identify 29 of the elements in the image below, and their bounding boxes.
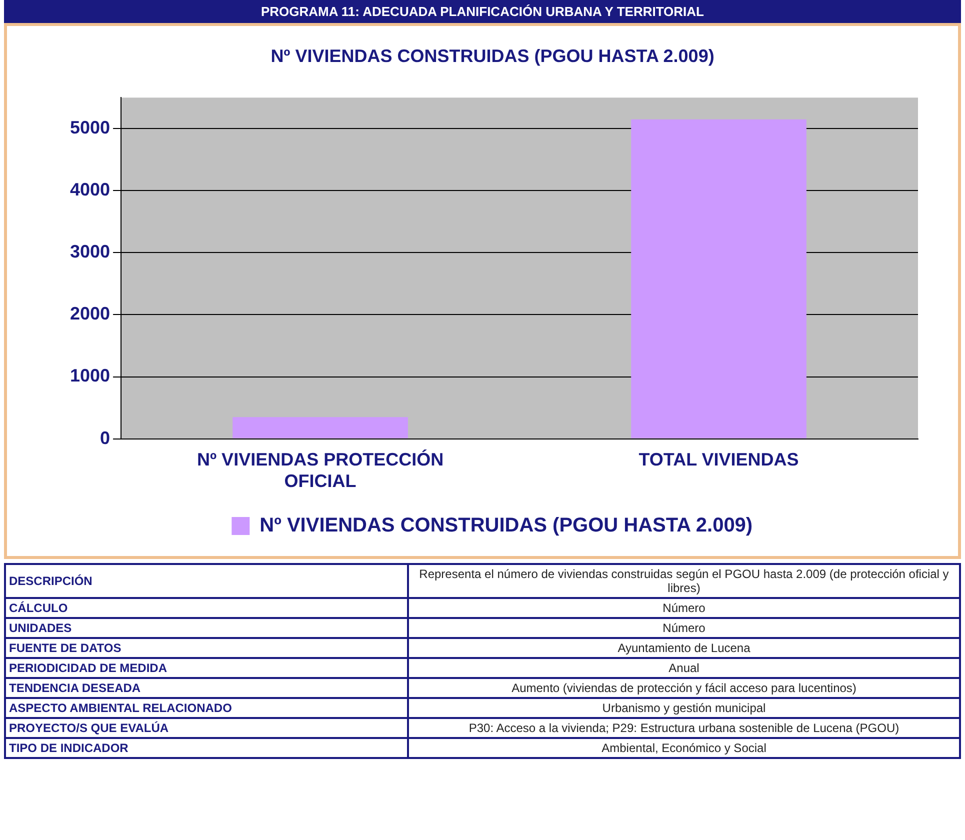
y-tick-label: 5000	[70, 118, 110, 138]
text: Número	[408, 598, 960, 618]
text: Representa el número de viviendas construidas según el PGOU hasta 2.009 (de protección oficial y libres)	[408, 564, 960, 598]
y-tick-label: 1000	[70, 366, 110, 386]
text: Aumento (viviendas de protección y fácil acceso para lucentinos)	[408, 678, 960, 698]
text: Ayuntamiento de Lucena	[408, 638, 960, 658]
text: DESCRIPCIÓN	[5, 564, 408, 598]
chart-subtitle: Nº VIVIENDAS CONSTRUIDAS (PGOU HASTA 2.009)	[270, 46, 714, 66]
x-tick-label: Nº VIVIENDAS PROTECCIÓN OFICIAL	[196, 450, 444, 492]
text: Anual	[408, 658, 960, 678]
y-tick-label: 2000	[70, 304, 110, 324]
text: TENDENCIA DESEADA	[5, 678, 408, 698]
text: TIPO DE INDICADOR	[5, 738, 408, 758]
y-tick-label: 4000	[70, 180, 110, 200]
x-tick-label: TOTAL VIVIENDAS	[638, 450, 799, 470]
text: PERIODICIDAD DE MEDIDA	[5, 658, 408, 678]
text: UNIDADES	[5, 618, 408, 638]
text: Número	[408, 618, 960, 638]
text: P30: Acceso a la vivienda; P29: Estructura urbana sostenible de Lucena (PGOU)	[408, 718, 960, 738]
legend-label: Nº VIVIENDAS CONSTRUIDAS (PGOU HASTA 2.009)	[260, 514, 753, 537]
y-tick-label: 3000	[70, 242, 110, 262]
text: CÁLCULO	[5, 598, 408, 618]
text: PROYECTO/S QUE EVALÚA	[5, 718, 408, 738]
text: Urbanismo y gestión municipal	[408, 698, 960, 718]
y-tick-label: 0	[100, 428, 110, 448]
source-note: FUENTE DE DATOS	[5, 638, 408, 658]
text: Ambiental, Económico y Social	[408, 738, 960, 758]
chart-title: PROGRAMA 11: ADECUADA PLANIFICACIÓN URBANA Y TERRITORIAL	[4, 0, 961, 23]
text: ASPECTO AMBIENTAL RELACIONADO	[5, 698, 408, 718]
